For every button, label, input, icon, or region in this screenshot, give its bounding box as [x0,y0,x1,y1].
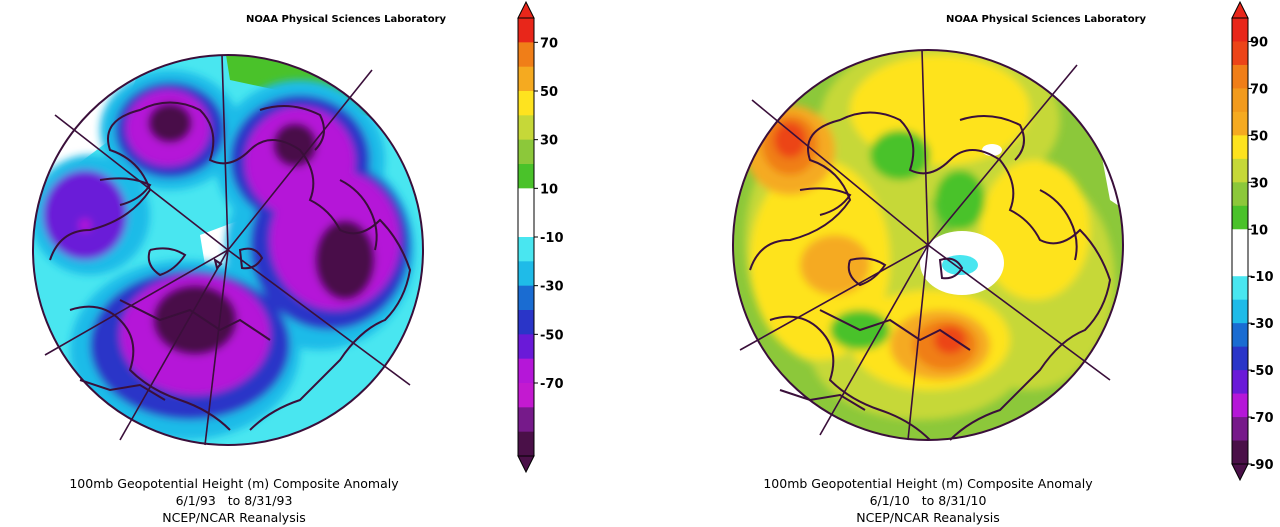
colorbar-label: -10 [1250,270,1274,285]
colorbar-segment [518,139,534,165]
caption-1993: 100mb Geopotential Height (m) Composite … [44,475,424,526]
map-boundary-2010 [732,49,1124,441]
colorbar-segment [518,431,534,457]
colorbar-segment [1232,158,1248,183]
colorbar-label: -70 [540,377,564,392]
map-2010 [732,49,1124,441]
left-panel: NOAA Physical Sciences Laboratory 70 50 30… [32,0,564,526]
colorbar-segment [1232,346,1248,371]
colorbar-segment [1232,205,1248,230]
anomaly-field-1993 [33,55,423,445]
colorbar-label: 10 [540,182,558,197]
colorbar-segment [518,42,534,68]
right-panel: NOAA Physical Sciences Laboratory 90 70 50… [640,0,1280,527]
colorbar-segment [518,91,534,116]
caption-dates: 6/1/10 to 8/31/10 [869,493,987,508]
colorbar-segment [518,164,534,189]
colorbar-segment [518,310,534,335]
map-boundary-1993 [32,54,424,446]
caption-title: 100mb Geopotential Height (m) Composite … [69,476,399,491]
coastlines-2010 [749,111,1112,441]
caption-source: NCEP/NCAR Reanalysis [162,510,306,525]
graticule-2010 [739,49,1111,441]
colorbar-segment [518,18,534,43]
colorbar-segment [1232,41,1248,66]
colorbar-label: 70 [1250,82,1268,97]
colorbar-segment [518,237,534,262]
colorbar-label: -70 [1250,411,1274,426]
colorbar-segment [1232,323,1248,348]
colorbar-label: -30 [540,280,564,295]
colorbar-segment [518,188,534,214]
colorbar-label: 30 [540,134,558,149]
colorbar-segment [518,334,534,360]
credit-label: NOAA Physical Sciences Laboratory [946,14,1147,25]
colorbar-segment [1232,229,1248,254]
colorbar-segment [1232,111,1248,136]
colorbar-segment [518,407,534,433]
colorbar-segment [1232,135,1248,160]
graticule-1993 [44,54,411,446]
colorbar-segment [518,261,534,287]
colorbar-bottom-arrow [1231,463,1249,482]
colorbar-segment [1232,417,1248,442]
colorbar-label: -50 [540,328,564,343]
colorbar-label: -90 [1250,458,1274,473]
colorbar-segment [1232,88,1248,113]
colorbar-label: 90 [1250,35,1268,50]
colorbar-segment [1232,252,1248,277]
colorbar-bottom-arrow [517,455,535,474]
colorbar-segment [1232,440,1248,465]
colorbar-segment [1232,18,1248,42]
colorbar-segment [518,115,534,141]
colorbar-label: 30 [1250,176,1268,191]
caption-source: NCEP/NCAR Reanalysis [856,510,1000,525]
colorbar-label: -50 [1250,364,1274,379]
caption-title: 100mb Geopotential Height (m) Composite … [763,476,1093,491]
colorbar-segment [518,358,534,384]
colorbar-2010: 90 70 50 30 10 -10 -30 -50 -70 -90 [1231,0,1274,482]
credit-label: NOAA Physical Sciences Laboratory [246,14,447,25]
colorbar-segment [1232,370,1248,395]
colorbar-label: 50 [540,85,558,100]
colorbar-segment [1232,299,1248,324]
colorbar-top-arrow [517,0,535,19]
colorbar-segment [1232,393,1248,418]
map-1993 [32,54,424,446]
colorbar-label: -30 [1250,317,1274,332]
colorbar-segment [518,66,534,92]
colorbar-segment [518,383,534,408]
colorbar-segment [518,212,534,238]
colorbar-segment [1232,64,1248,89]
coastlines-1993 [49,101,412,431]
colorbar-label: -10 [540,231,564,246]
caption-dates: 6/1/93 to 8/31/93 [175,493,293,508]
colorbar-label: 70 [540,36,558,51]
colorbar-1993: 70 50 30 10 -10 -30 -50 -70 [517,0,564,474]
colorbar-segment [1232,276,1248,301]
colorbar-label: 50 [1250,129,1268,144]
colorbar-segment [518,285,534,311]
colorbar-top-arrow [1231,0,1249,19]
colorbar-label: 10 [1250,223,1268,238]
colorbar-segment [1232,182,1248,207]
caption-2010: 100mb Geopotential Height (m) Composite … [738,475,1118,526]
